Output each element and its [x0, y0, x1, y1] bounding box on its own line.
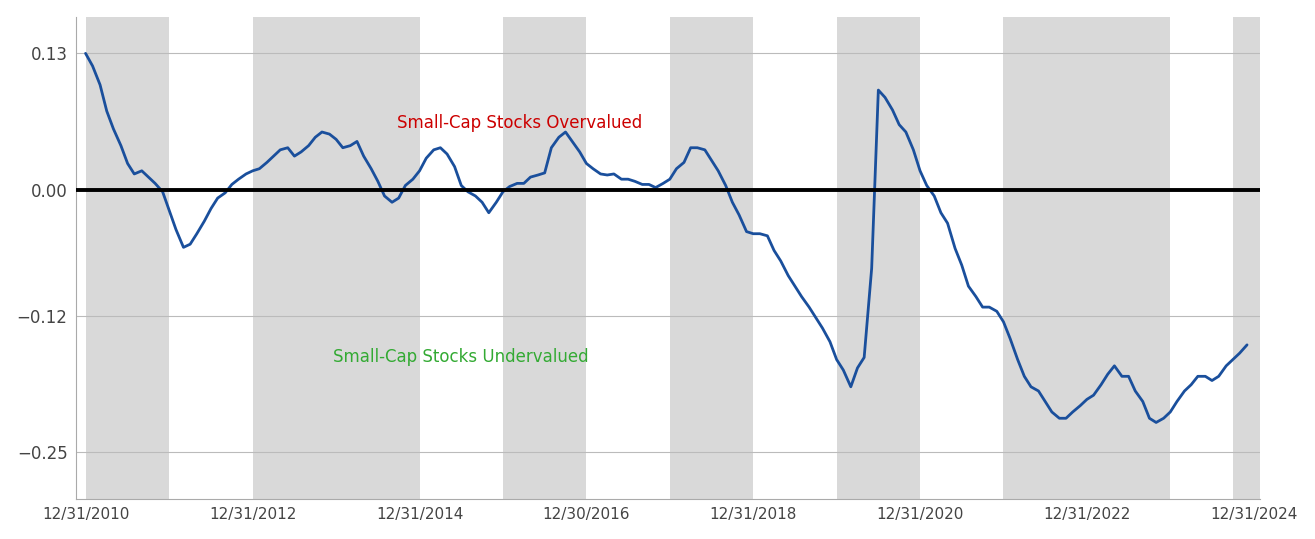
Bar [836, 17, 920, 499]
Text: Small-Cap Stocks Undervalued: Small-Cap Stocks Undervalued [334, 348, 589, 367]
Bar [1003, 17, 1170, 499]
Bar [85, 17, 170, 499]
Bar [1233, 17, 1262, 499]
Bar [252, 17, 419, 499]
Bar [502, 17, 586, 499]
Text: Small-Cap Stocks Overvalued: Small-Cap Stocks Overvalued [397, 114, 642, 132]
Bar [669, 17, 753, 499]
